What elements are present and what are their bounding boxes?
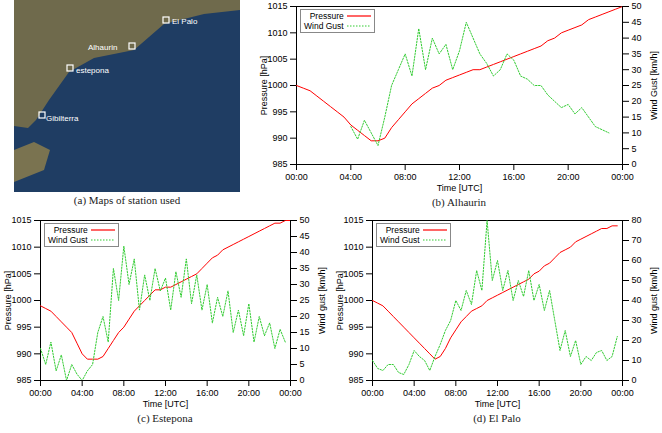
html-text:Pressure: Pressure	[385, 225, 420, 235]
svg-text:30: 30	[632, 315, 642, 325]
svg-text:35: 35	[632, 49, 642, 59]
svg-text:1010: 1010	[343, 242, 363, 252]
svg-text:08:00: 08:00	[113, 388, 136, 398]
svg-text:Pressure [hPa]: Pressure [hPa]	[335, 271, 345, 331]
svg-text:0: 0	[632, 375, 637, 385]
svg-text:60: 60	[632, 255, 642, 265]
svg-text:Alhaurin: Alhaurin	[88, 43, 117, 52]
svg-text:985: 985	[272, 159, 287, 169]
svg-text:80: 80	[632, 215, 642, 225]
svg-text:00:00: 00:00	[29, 388, 52, 398]
svg-text:00:00: 00:00	[279, 388, 302, 398]
svg-text:1005: 1005	[11, 269, 31, 279]
svg-text:20: 20	[632, 96, 642, 106]
svg-text:1015: 1015	[267, 1, 287, 11]
svg-text:00:00: 00:00	[611, 388, 634, 398]
svg-text:1010: 1010	[267, 28, 287, 38]
svg-text:12:00: 12:00	[448, 172, 471, 182]
svg-text:16:00: 16:00	[528, 388, 551, 398]
svg-text:Time [UTC]: Time [UTC]	[437, 183, 483, 193]
html-text:(a) Maps of station used: (a) Maps of station used	[73, 194, 181, 206]
svg-text:35: 35	[300, 263, 310, 273]
svg-text:Pressure [hPa]: Pressure [hPa]	[259, 56, 269, 116]
svg-text:Pressure [hPa]: Pressure [hPa]	[3, 271, 13, 331]
svg-text:20:00: 20:00	[570, 388, 593, 398]
svg-text:5: 5	[300, 359, 305, 369]
svg-text:08:00: 08:00	[394, 172, 417, 182]
html-text:(b) Alhaurin: (b) Alhaurin	[432, 196, 486, 208]
svg-text:20:00: 20:00	[557, 172, 580, 182]
svg-text:12:00: 12:00	[154, 388, 177, 398]
svg-text:25: 25	[300, 295, 310, 305]
svg-text:04:00: 04:00	[403, 388, 426, 398]
svg-text:30: 30	[300, 279, 310, 289]
svg-text:Wind Gust [km/h]: Wind Gust [km/h]	[649, 51, 659, 120]
svg-text:15: 15	[300, 327, 310, 337]
svg-text:1010: 1010	[11, 242, 31, 252]
html-text:Pressure: Pressure	[53, 225, 88, 235]
html-text:(c) Estepona: (c) Estepona	[137, 412, 193, 424]
svg-text:04:00: 04:00	[340, 172, 363, 182]
svg-text:25: 25	[632, 80, 642, 90]
svg-text:50: 50	[632, 275, 642, 285]
svg-text:45: 45	[632, 17, 642, 27]
svg-text:10: 10	[632, 355, 642, 365]
html-text:Wind Gust: Wind Gust	[304, 21, 344, 31]
svg-text:estepona: estepona	[76, 66, 109, 75]
svg-text:00:00: 00:00	[285, 172, 308, 182]
svg-text:30: 30	[632, 65, 642, 75]
svg-text:990: 990	[272, 133, 287, 143]
svg-text:990: 990	[348, 349, 363, 359]
svg-text:985: 985	[16, 375, 31, 385]
svg-text:00:00: 00:00	[361, 388, 384, 398]
svg-text:5: 5	[632, 144, 637, 154]
svg-text:40: 40	[632, 33, 642, 43]
svg-text:16:00: 16:00	[196, 388, 219, 398]
svg-text:1005: 1005	[267, 54, 287, 64]
svg-text:20: 20	[632, 335, 642, 345]
svg-text:1000: 1000	[267, 80, 287, 90]
svg-text:985: 985	[348, 375, 363, 385]
svg-text:10: 10	[300, 343, 310, 353]
svg-text:16:00: 16:00	[503, 172, 526, 182]
html-text:Wind Gust: Wind Gust	[380, 235, 420, 245]
svg-text:20: 20	[300, 311, 310, 321]
svg-text:Wind gust [km/h]: Wind gust [km/h]	[317, 267, 327, 334]
svg-text:Wind gust [km/h]: Wind gust [km/h]	[649, 267, 659, 334]
svg-text:995: 995	[272, 107, 287, 117]
svg-text:El Palo: El Palo	[172, 17, 198, 26]
html-text:(d) El Palo: (d) El Palo	[473, 412, 521, 424]
svg-text:1015: 1015	[11, 215, 31, 225]
svg-text:990: 990	[16, 349, 31, 359]
svg-text:Time [UTC]: Time [UTC]	[143, 399, 189, 409]
svg-text:40: 40	[632, 295, 642, 305]
svg-text:20:00: 20:00	[238, 388, 261, 398]
svg-text:40: 40	[300, 247, 310, 257]
svg-text:1015: 1015	[343, 215, 363, 225]
svg-text:50: 50	[632, 1, 642, 11]
svg-text:04:00: 04:00	[71, 388, 94, 398]
svg-text:50: 50	[300, 215, 310, 225]
svg-text:10: 10	[632, 128, 642, 138]
svg-text:45: 45	[300, 231, 310, 241]
svg-text:0: 0	[632, 159, 637, 169]
svg-text:Time [UTC]: Time [UTC]	[475, 399, 521, 409]
svg-text:15: 15	[632, 112, 642, 122]
svg-text:1000: 1000	[343, 295, 363, 305]
svg-text:1005: 1005	[343, 269, 363, 279]
svg-text:12:00: 12:00	[486, 388, 509, 398]
html-text:Wind Gust: Wind Gust	[48, 235, 88, 245]
svg-text:1000: 1000	[11, 295, 31, 305]
svg-text:Gibilterra: Gibilterra	[46, 114, 79, 123]
svg-text:70: 70	[632, 235, 642, 245]
svg-text:08:00: 08:00	[445, 388, 468, 398]
html-text:Pressure: Pressure	[309, 11, 344, 21]
svg-text:995: 995	[348, 322, 363, 332]
svg-text:00:00: 00:00	[611, 172, 634, 182]
svg-text:995: 995	[16, 322, 31, 332]
svg-text:0: 0	[300, 375, 305, 385]
